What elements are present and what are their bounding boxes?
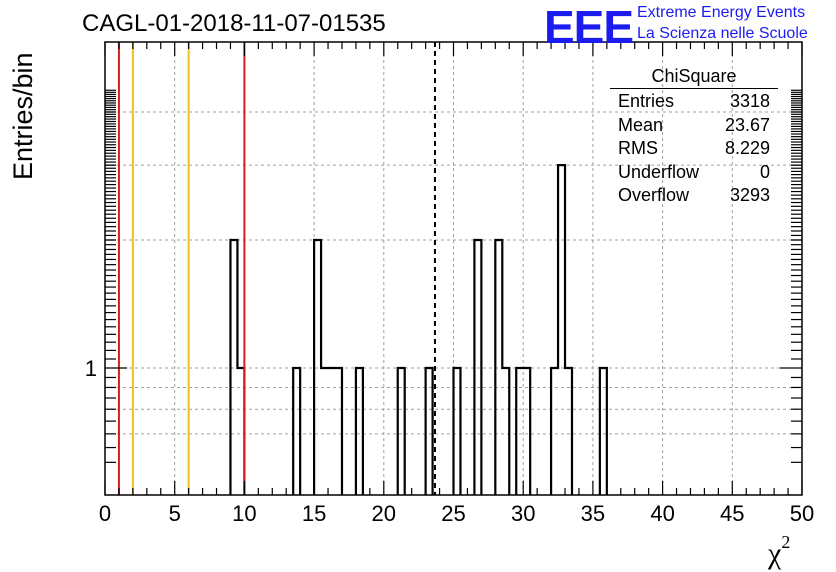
x-tick-labels: 0 5 10 15 20 25 30 35 40 45 50 [99,501,814,526]
chart-title: CAGL-01-2018-11-07-01535 [82,10,386,37]
stats-rows: Entries 3318 Mean 23.67 RMS 8.229 Underflow 0 Ov… [610,90,778,208]
axis-ticks [104,42,803,495]
x-tick-label: 30 [511,501,535,526]
eee-logo: EEE [544,1,634,53]
histogram-bin [237,368,244,495]
x-axis-title-base: χ [768,537,782,570]
stats-value: 3318 [729,91,770,111]
x-tick-label: 40 [650,501,674,526]
histogram-bin [565,368,572,495]
x-tick-label: 0 [99,501,111,526]
x-tick-label: 25 [441,501,465,526]
y-axis-title: Entries/bin [8,52,38,180]
stats-row: RMS 8.229 [610,137,778,161]
stats-label: Mean [618,114,664,135]
histogram-outline [229,164,608,495]
marker-lines [117,42,436,495]
logo-line-2: La Scienza nelle Scuole [637,25,808,42]
stats-value: 23.67 [724,114,770,135]
histogram-bin [314,240,321,495]
stats-label: RMS [618,138,658,158]
histogram-bin [600,368,607,495]
x-axis-title: χ2 [768,532,790,571]
stats-value: 0 [759,161,770,182]
x-tick-label: 45 [720,501,744,526]
stats-box-title: ChiSquare [610,66,778,89]
x-tick-label: 35 [581,501,605,526]
histogram-bin [502,368,509,495]
histogram-bin [335,368,342,495]
x-tick-label: 5 [169,501,181,526]
stats-row: Overflow 3293 [610,184,778,208]
histogram-bin [495,240,502,495]
stats-row: Entries 3318 [610,90,778,114]
y-tick-label: 1 [85,356,97,381]
histogram-bin [551,368,558,495]
logo-line-1: Extreme Energy Events [637,4,806,21]
stats-label: Entries [618,91,675,111]
stats-value: 8.229 [724,138,770,158]
stats-label: Underflow [618,161,700,182]
x-tick-label: 10 [232,501,256,526]
x-tick-label: 20 [372,501,396,526]
stats-label: Overflow [618,185,690,205]
stats-value: 3293 [729,185,770,205]
histogram-bin [356,368,363,495]
x-axis-title-exponent: 2 [781,532,791,552]
histogram-bin [454,368,461,495]
histogram-bin [474,240,481,495]
histogram-bin [328,368,335,495]
stats-box: ChiSquare Entries 3318 Mean 23.67 RMS 8.229 Un… [610,66,778,208]
x-tick-label: 50 [790,501,814,526]
stats-row: Underflow 0 [610,161,778,185]
histogram-bin [230,240,237,495]
histogram-bin [398,368,405,495]
y-tick-labels: 1 [85,356,97,381]
histogram-bars [229,164,608,495]
histogram-bin [293,368,300,495]
histogram-bin [426,368,433,495]
x-tick-label: 15 [302,501,326,526]
histogram-bin [558,165,565,495]
histogram-bin [523,368,530,495]
histogram-bin [516,368,523,495]
stats-row: Mean 23.67 [610,114,778,138]
histogram-bin [321,368,328,495]
